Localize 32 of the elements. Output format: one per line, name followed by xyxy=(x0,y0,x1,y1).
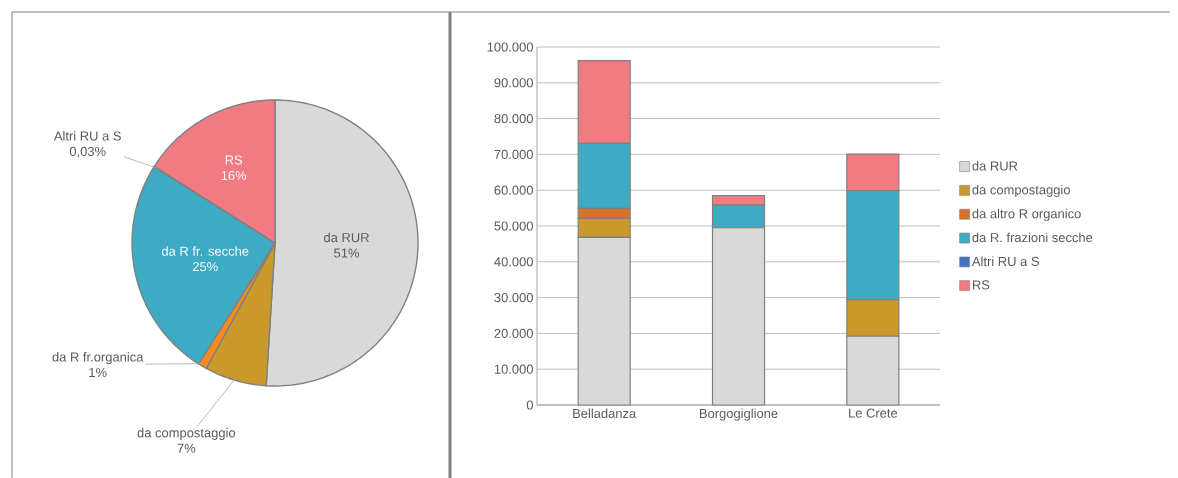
y-tick-label: 0 xyxy=(526,400,533,410)
slice-label: da R fr.organica xyxy=(52,352,144,365)
data-label: 16% xyxy=(221,170,247,181)
data-label: 7% xyxy=(177,443,196,453)
y-tick-label: 90.000 xyxy=(494,78,533,88)
legend-label: da R. frazioni secche xyxy=(972,232,1093,243)
y-tick-label: 50.000 xyxy=(494,221,533,231)
x-tick-label: Borgogiglione xyxy=(699,408,778,421)
x-tick-label: Le Crete xyxy=(849,408,898,418)
y-tick-label: 100.000 xyxy=(487,42,533,52)
data-label: 51% xyxy=(334,248,360,258)
slice-label: da RUR xyxy=(324,232,369,243)
data-label: 0,03% xyxy=(69,146,106,158)
y-tick-label: 40.000 xyxy=(494,257,533,267)
y-tick-label: 80.000 xyxy=(494,114,533,124)
slice-label: Altri RU a S xyxy=(53,131,121,141)
slice-label: da compostaggio xyxy=(137,427,236,440)
legend-label: da compostaggio xyxy=(972,184,1070,197)
data-label: 1% xyxy=(89,367,107,377)
slice-label: da R fr. secche xyxy=(161,246,249,256)
y-tick-label: 10.000 xyxy=(494,364,533,374)
y-tick-label: 30.000 xyxy=(494,293,533,303)
legend-label: RS xyxy=(972,280,990,290)
y-tick-label: 70.000 xyxy=(494,149,533,159)
slice-label: RS xyxy=(225,155,243,165)
y-tick-label: 20.000 xyxy=(494,328,533,338)
legend-label: Altri RU a S xyxy=(971,256,1039,267)
x-tick-label: Belladanza xyxy=(573,408,637,419)
data-label: 25% xyxy=(192,262,218,272)
y-tick-label: 60.000 xyxy=(494,185,533,195)
legend-label: da RUR xyxy=(972,161,1018,171)
legend-label: da altro R organico xyxy=(972,208,1081,221)
